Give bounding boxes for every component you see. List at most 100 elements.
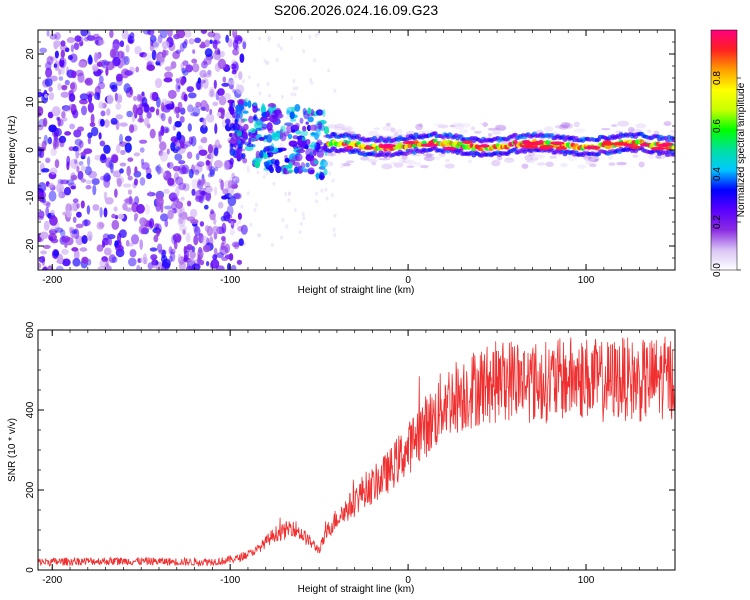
noise-blob (222, 76, 227, 83)
noise-blob (200, 235, 209, 245)
sparse-blob (327, 68, 331, 73)
onset-blob (289, 111, 295, 120)
onset-blob (265, 110, 270, 118)
onset-blob (300, 166, 306, 172)
noise-blob (104, 197, 114, 205)
noise-blob (70, 158, 79, 169)
noise-blob (103, 247, 112, 256)
noise-blob (60, 40, 66, 47)
noise-blob (231, 241, 240, 248)
noise-blob (198, 149, 208, 156)
envelope-blob (647, 129, 652, 133)
noise-blob (139, 239, 144, 251)
sparse-blob (256, 83, 260, 88)
sparse-blob (265, 171, 269, 176)
noise-blob (188, 136, 194, 145)
noise-blob (99, 140, 106, 147)
noise-blob (156, 96, 161, 108)
noise-blob (149, 34, 157, 43)
envelope-blob (594, 158, 599, 162)
noise-blob (94, 92, 100, 100)
onset-blob (255, 150, 260, 160)
noise-blob (70, 174, 78, 181)
signal-halo (671, 152, 675, 157)
sparse-blob (299, 222, 303, 226)
noise-blob (103, 191, 108, 200)
noise-blob (149, 247, 158, 252)
noise-blob (207, 143, 213, 154)
noise-blob (111, 84, 118, 93)
onset-blob (315, 144, 320, 153)
noise-blob (124, 70, 133, 76)
onset-blob (240, 152, 246, 160)
onset-blob (247, 100, 252, 109)
envelope-blob (452, 122, 463, 127)
envelope-blob (558, 124, 569, 130)
noise-blob (84, 166, 92, 176)
noise-blob (193, 234, 199, 246)
noise-blob (58, 68, 62, 76)
sparse-blob (235, 222, 239, 227)
onset-blob (268, 103, 276, 107)
noise-blob (72, 146, 79, 152)
noise-blob (54, 159, 60, 169)
noise-blob (167, 209, 174, 220)
noise-blob (184, 30, 192, 38)
noise-blob (96, 244, 104, 252)
noise-blob (61, 248, 69, 255)
envelope-blob (382, 125, 393, 132)
noise-blob (40, 250, 48, 255)
noise-blob (194, 225, 201, 237)
onset-blob (264, 164, 270, 168)
noise-blob (87, 102, 95, 113)
noise-blob (159, 30, 168, 39)
noise-blob (192, 49, 196, 54)
signal-halo (372, 150, 377, 155)
noise-blob (175, 112, 180, 119)
noise-blob (68, 93, 76, 102)
noise-blob (50, 147, 57, 156)
envelope-blob (495, 124, 507, 131)
noise-blob (48, 86, 53, 92)
envelope-blob (560, 122, 571, 129)
sparse-blob (286, 115, 289, 120)
noise-blob (130, 234, 140, 245)
onset-blob (295, 122, 300, 129)
noise-blob (38, 256, 46, 263)
envelope-blob (390, 127, 396, 133)
noise-blob (89, 122, 96, 127)
noise-blob (80, 178, 86, 183)
sparse-blob (280, 142, 283, 147)
noise-blob (71, 232, 76, 239)
noise-blob (203, 204, 209, 210)
noise-blob (162, 171, 167, 177)
noise-blob (132, 104, 138, 115)
colorbar-tick-label: 0.0 (712, 263, 723, 277)
noise-blob (106, 108, 111, 116)
noise-blob (156, 228, 160, 237)
noise-blob (158, 131, 162, 143)
noise-blob (108, 237, 113, 246)
colorbar-tick-label: 0.8 (712, 71, 723, 85)
onset-blob (242, 131, 248, 141)
snr-y-tick-label: 400 (25, 401, 36, 418)
noise-blob (68, 182, 77, 189)
envelope-blob (449, 124, 456, 128)
noise-blob (87, 132, 93, 139)
colorbar-label: Normalized spectral amplitude (736, 82, 747, 217)
sparse-blob (231, 37, 235, 42)
sparse-blob (242, 79, 245, 84)
envelope-blob (530, 157, 539, 161)
noise-blob (46, 30, 50, 37)
onset-blob (236, 130, 242, 137)
sparse-blob (237, 40, 241, 45)
noise-blob (149, 218, 155, 229)
noise-blob (178, 160, 186, 165)
onset-blob (300, 130, 309, 137)
noise-blob (47, 136, 53, 145)
noise-blob (119, 168, 124, 174)
onset-blob (280, 125, 286, 134)
noise-blob (111, 219, 120, 230)
noise-blob (97, 265, 107, 270)
envelope-blob (479, 122, 489, 126)
